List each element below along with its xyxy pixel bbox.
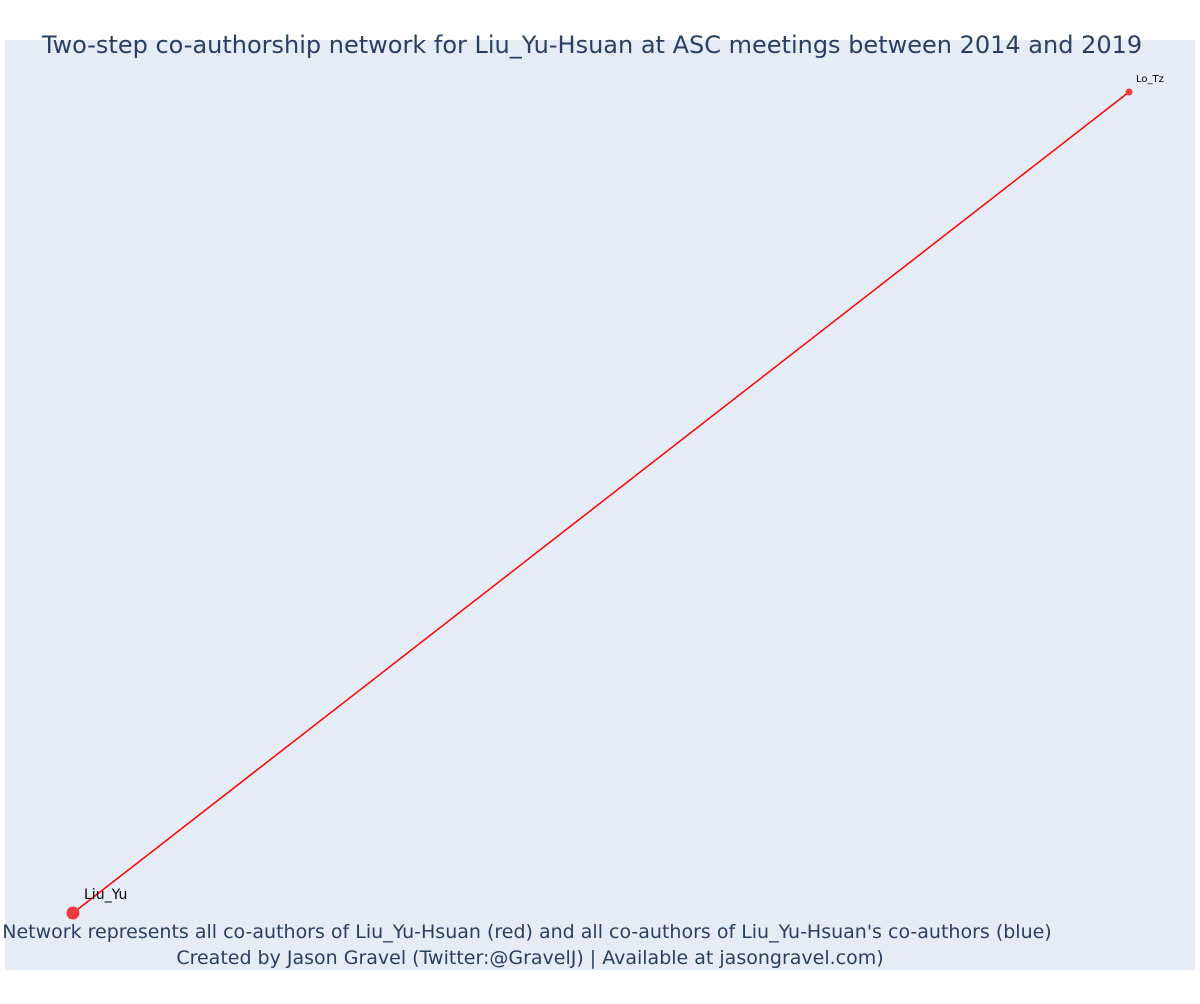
annotation-line-1: Network represents all co-authors of Liu… <box>2 921 1051 943</box>
node-label-Lo_Tz: Lo_Tz <box>1136 74 1164 85</box>
node-Liu_Yu[interactable] <box>66 906 80 920</box>
edges-layer <box>72 91 1130 914</box>
node-Lo_Tz[interactable] <box>1125 88 1133 96</box>
annotation-line-2: Created by Jason Gravel (Twitter:@Gravel… <box>176 947 883 969</box>
chart-title: Two-step co-authorship network for Liu_Y… <box>41 31 1142 59</box>
edge-Liu_Yu-Lo_Tz <box>72 91 1130 914</box>
nodes-layer: Liu_Yu Lo_Tz <box>66 74 1164 920</box>
node-label-Liu_Yu: Liu_Yu <box>84 887 127 903</box>
